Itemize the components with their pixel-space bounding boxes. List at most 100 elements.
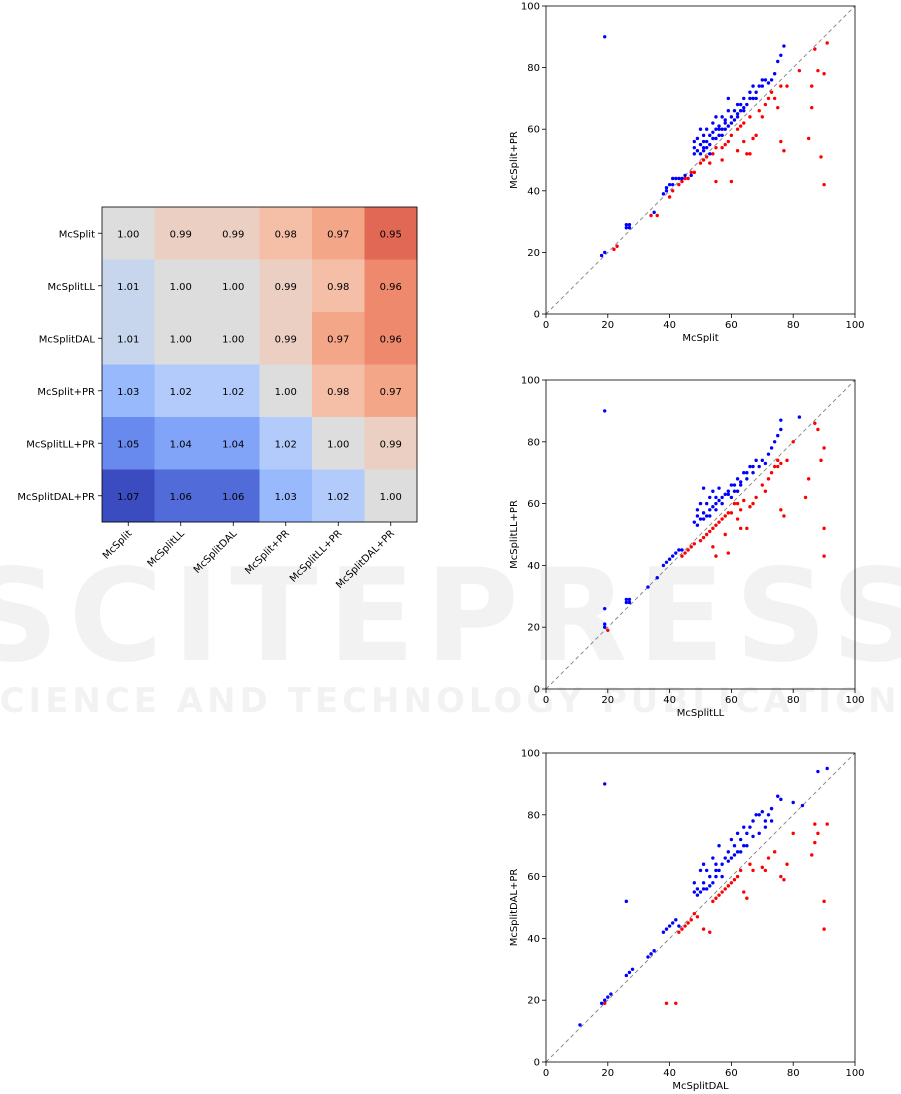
scatter-point-above (603, 250, 607, 255)
scatter-point-above (726, 109, 731, 113)
scatter-point-above (742, 825, 746, 829)
scatter-point-below (738, 124, 743, 128)
heatmap-row-label-mcsplitdal-prpr: McSplitDAL+PR (17, 492, 95, 503)
scatter-point-above (735, 850, 740, 854)
scatter-point-above (732, 844, 737, 848)
x-axis-label: McSplitLL (677, 708, 725, 719)
scatter-point-above (726, 492, 731, 497)
scatter-point-above (603, 35, 607, 39)
x-tick-label: 80 (787, 320, 800, 331)
y-tick-label: 0 (534, 685, 540, 696)
heatmap-cell (312, 207, 365, 260)
heatmap-cell (102, 259, 155, 313)
y-tick-label: 100 (521, 749, 540, 760)
x-tick-label: 60 (725, 320, 738, 331)
heatmap-chart: 1.00 0.99 0.99 0.98 0.97 0.95 1.01 1.00 1.00 0.99… (17, 206, 418, 591)
scatter-point-above (763, 825, 768, 829)
scatter-point-above (677, 548, 681, 552)
scatter-point-above (599, 1001, 604, 1005)
scatter-point-below (735, 874, 740, 879)
scatter-point-above (692, 890, 697, 894)
scatter-point-above (708, 884, 712, 888)
heatmap-cell-label: 1.02 (222, 387, 244, 398)
scatter-point-below (729, 881, 734, 885)
heatmap-cell-label: 0.99 (275, 334, 297, 345)
scatter-point-below (677, 182, 681, 187)
scatter-point-below (698, 161, 703, 165)
scatter-point-above (646, 585, 650, 589)
x-tick-label: 100 (845, 695, 864, 706)
heatmap-cell-label: 1.05 (117, 439, 139, 450)
scatter-point-above (698, 501, 703, 506)
scatter-point-below (714, 554, 718, 558)
scatter-point-above (729, 856, 734, 860)
heatmap-cell (102, 364, 155, 418)
scatter-point-below (686, 548, 690, 552)
scatter-point-above (603, 622, 607, 626)
heatmap-cell-label: 0.99 (275, 282, 297, 293)
scatter-point-below (711, 545, 715, 549)
scatter-point-below (680, 554, 684, 558)
heatmap-cell-label: 0.98 (275, 229, 297, 240)
scatter-point-below (763, 102, 768, 107)
scatter-point-above (763, 461, 768, 466)
scatter-point-below (615, 244, 619, 248)
scatter-point-below (711, 526, 715, 531)
scatter-point-below (813, 822, 817, 826)
scatter-point-below (791, 831, 795, 836)
heatmap-cell-label: 0.99 (222, 229, 244, 240)
heatmap-cell-label: 0.99 (380, 439, 402, 450)
scatter-point-below (720, 890, 724, 894)
scatter-point-above (776, 794, 780, 798)
scatter-point-above (757, 831, 761, 836)
scatter-point-below (698, 538, 703, 543)
scatter-point-above (701, 862, 706, 866)
scatter-point-above (766, 813, 771, 817)
heatmap-cell-label: 1.01 (117, 334, 139, 345)
scatter-point-above (680, 176, 684, 181)
x-tick-label: 60 (725, 695, 738, 706)
scatter-point-above (729, 115, 734, 119)
scatter-point-above (624, 600, 629, 605)
heatmap-cell-label: 0.97 (380, 387, 402, 398)
scatter-point-below (726, 511, 731, 515)
scatter-point-above (578, 1023, 582, 1027)
scatter-point-above (674, 176, 678, 181)
heatmap-cell (259, 259, 313, 313)
scatter-point-above (711, 136, 715, 141)
heatmap-cell (102, 207, 155, 260)
scatter-point-below (723, 514, 727, 518)
scatter-point-below (683, 551, 687, 555)
scatter-point-above (603, 998, 607, 1002)
scatter-point-below (782, 514, 786, 518)
scatter-point-above (720, 501, 724, 506)
scatter-point-below (711, 899, 715, 904)
heatmap-cell-label: 1.00 (117, 229, 139, 240)
scatter-point-below (738, 508, 743, 512)
scatter-point-above (726, 489, 731, 493)
scatter-point-above (695, 514, 700, 518)
scatter-point-above (704, 514, 709, 518)
heatmap-cell-label: 1.06 (222, 492, 244, 503)
scatter-point-above (729, 483, 734, 487)
scatter-point-above (689, 173, 693, 178)
scatter-point-above (624, 226, 629, 230)
scatter-point-above (711, 504, 715, 509)
x-tick-label: 40 (663, 1068, 676, 1079)
scatter-point-above (776, 433, 780, 438)
heatmap-cell-label: 1.00 (170, 334, 192, 345)
scatter-point-above (674, 551, 678, 555)
scatter-point-above (763, 819, 768, 823)
scatter-point-above (769, 78, 774, 82)
heatmap-cell (154, 207, 208, 260)
heatmap-cell (154, 417, 208, 470)
scatter-point-below (797, 68, 802, 73)
scatter-point-above (732, 109, 737, 113)
scatter-point-above (816, 769, 820, 774)
scatter-point-above (698, 142, 703, 147)
scatter-point-above (751, 834, 755, 839)
scatter-point-below (782, 877, 786, 882)
scatter-point-below (745, 896, 749, 900)
scatter-point-below (664, 1001, 669, 1005)
x-tick-label: 20 (601, 695, 614, 706)
